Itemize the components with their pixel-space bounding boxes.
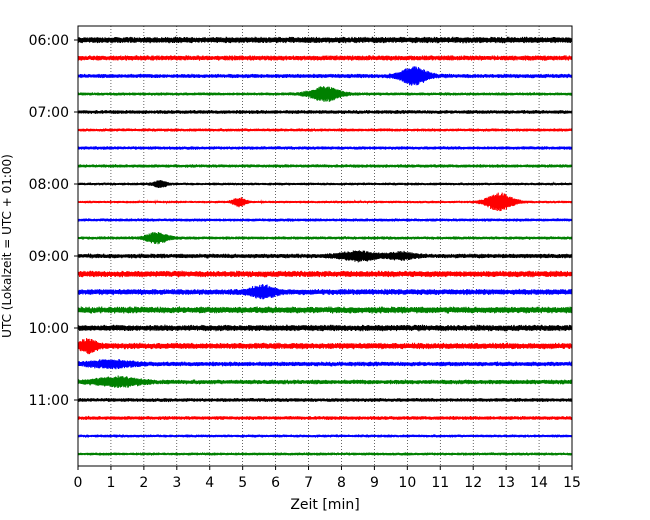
trace-11 [77,231,573,245]
trace-2 [77,66,573,86]
x-axis-label: Zeit [min] [290,497,359,513]
y-tick-label: 09:00 [29,249,69,265]
x-tick-label: 8 [337,475,346,491]
trace-18 [77,359,573,370]
trace-3 [77,86,573,102]
trace-7 [77,164,573,168]
x-tick-label: 7 [304,475,313,491]
y-axis: 06:00 07:00 08:00 09:00 10:00 11:00 [29,33,78,409]
trace-23 [77,452,573,456]
trace-8 [77,180,573,189]
x-tick-label: 13 [497,475,515,491]
y-tick-label: 07:00 [29,105,69,121]
x-tick-label: 4 [205,475,214,491]
trace-16 [77,324,573,332]
trace-4 [77,109,573,115]
x-tick-label: 14 [530,475,548,491]
trace-group [77,36,573,456]
x-tick-label: 10 [398,475,416,491]
x-tick-label: 2 [139,475,148,491]
x-tick-label: 0 [74,475,83,491]
trace-6 [77,146,573,150]
x-tick-label: 5 [238,475,247,491]
x-tick-label: 6 [271,475,280,491]
x-axis: 0 1 2 3 4 5 6 7 8 9 10 11 12 13 14 15 [74,466,581,491]
x-tick-label: 9 [370,475,379,491]
x-tick-label: 11 [431,475,449,491]
trace-19 [77,375,573,388]
trace-1 [77,55,573,61]
x-tick-label: 12 [464,475,482,491]
y-axis-label: UTC (Lokalzeit = UTC + 01:00) [0,154,14,338]
trace-15 [77,306,573,314]
x-tick-label: 3 [172,475,181,491]
y-tick-label: 11:00 [29,393,69,409]
trace-10 [77,218,573,222]
trace-20 [77,397,573,403]
x-tick-label: 15 [563,475,581,491]
trace-12 [77,250,573,263]
x-tick-label: 1 [106,475,115,491]
trace-0 [77,36,573,44]
trace-22 [77,434,573,438]
trace-9 [77,192,573,212]
vertical-grid [110,26,540,466]
plot-frame [77,25,573,467]
y-tick-label: 10:00 [29,321,69,337]
trace-21 [77,415,573,421]
y-tick-label: 06:00 [29,33,69,49]
trace-17 [77,338,573,355]
trace-5 [77,128,573,132]
trace-14 [77,284,573,300]
y-tick-label: 08:00 [29,177,69,193]
trace-13 [77,270,573,278]
